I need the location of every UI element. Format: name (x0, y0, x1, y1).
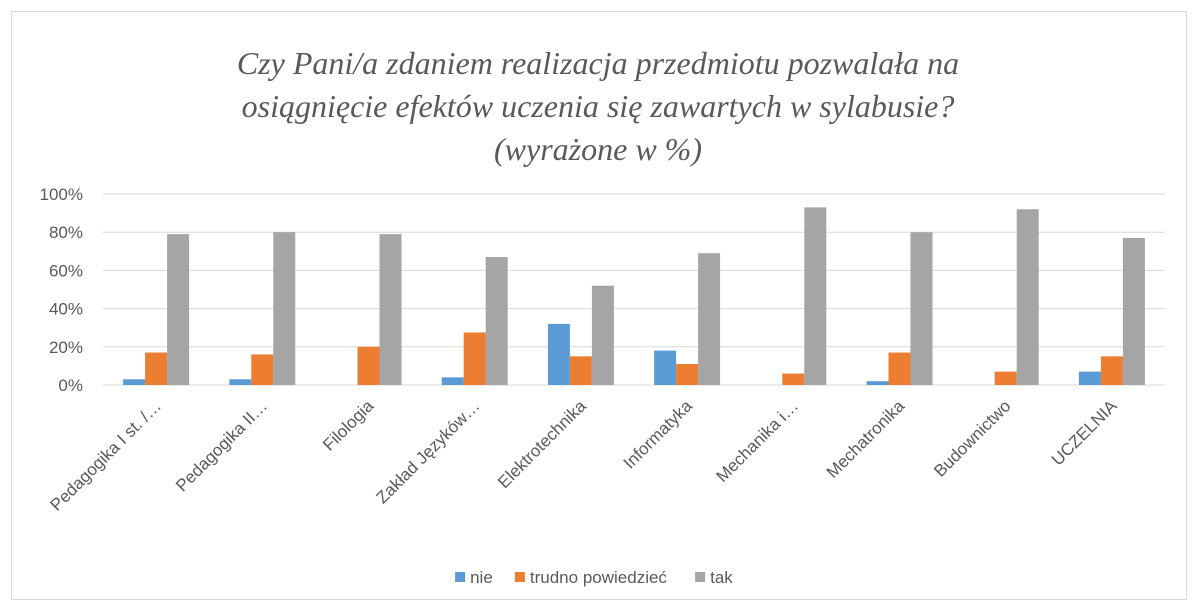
bar (782, 373, 805, 385)
y-tick-label: 100% (40, 185, 83, 204)
bar (441, 377, 464, 385)
bar (804, 207, 827, 385)
bar (866, 381, 889, 385)
y-tick-label: 80% (49, 223, 83, 242)
bar (569, 356, 592, 385)
y-tick-label: 40% (49, 300, 83, 319)
legend-label: trudno powiedzieć (530, 568, 668, 587)
bar (654, 350, 677, 385)
bar (123, 379, 146, 385)
bar (357, 346, 380, 385)
bar (145, 352, 168, 385)
bar (888, 352, 911, 385)
legend-swatch (514, 572, 525, 582)
bar (167, 234, 190, 385)
bar (547, 323, 570, 385)
y-tick-label: 0% (58, 376, 83, 395)
bar (379, 234, 402, 385)
bar (910, 232, 933, 385)
bar (698, 253, 721, 385)
bar (1122, 237, 1145, 385)
chart-title: (wyrażone w %) (494, 131, 702, 167)
bar (994, 371, 1017, 385)
bar (273, 232, 296, 385)
y-tick-label: 60% (49, 261, 83, 280)
y-tick-label: 20% (49, 338, 83, 357)
bar (591, 285, 614, 385)
bar (1100, 356, 1123, 385)
bar (676, 363, 699, 385)
legend-label: tak (710, 568, 733, 587)
bar (251, 354, 274, 385)
legend-swatch (695, 572, 706, 582)
chart-title: Czy Pani/a zdaniem realizacja przedmiotu… (237, 45, 959, 81)
chart-title: osiągnięcie efektów uczenia się zawartyc… (242, 88, 955, 124)
bar (463, 332, 486, 385)
legend-label: nie (470, 568, 493, 587)
bar (1078, 371, 1101, 385)
legend-swatch (455, 572, 466, 582)
bar (229, 379, 252, 385)
bar (1016, 209, 1039, 385)
bar (485, 257, 508, 385)
